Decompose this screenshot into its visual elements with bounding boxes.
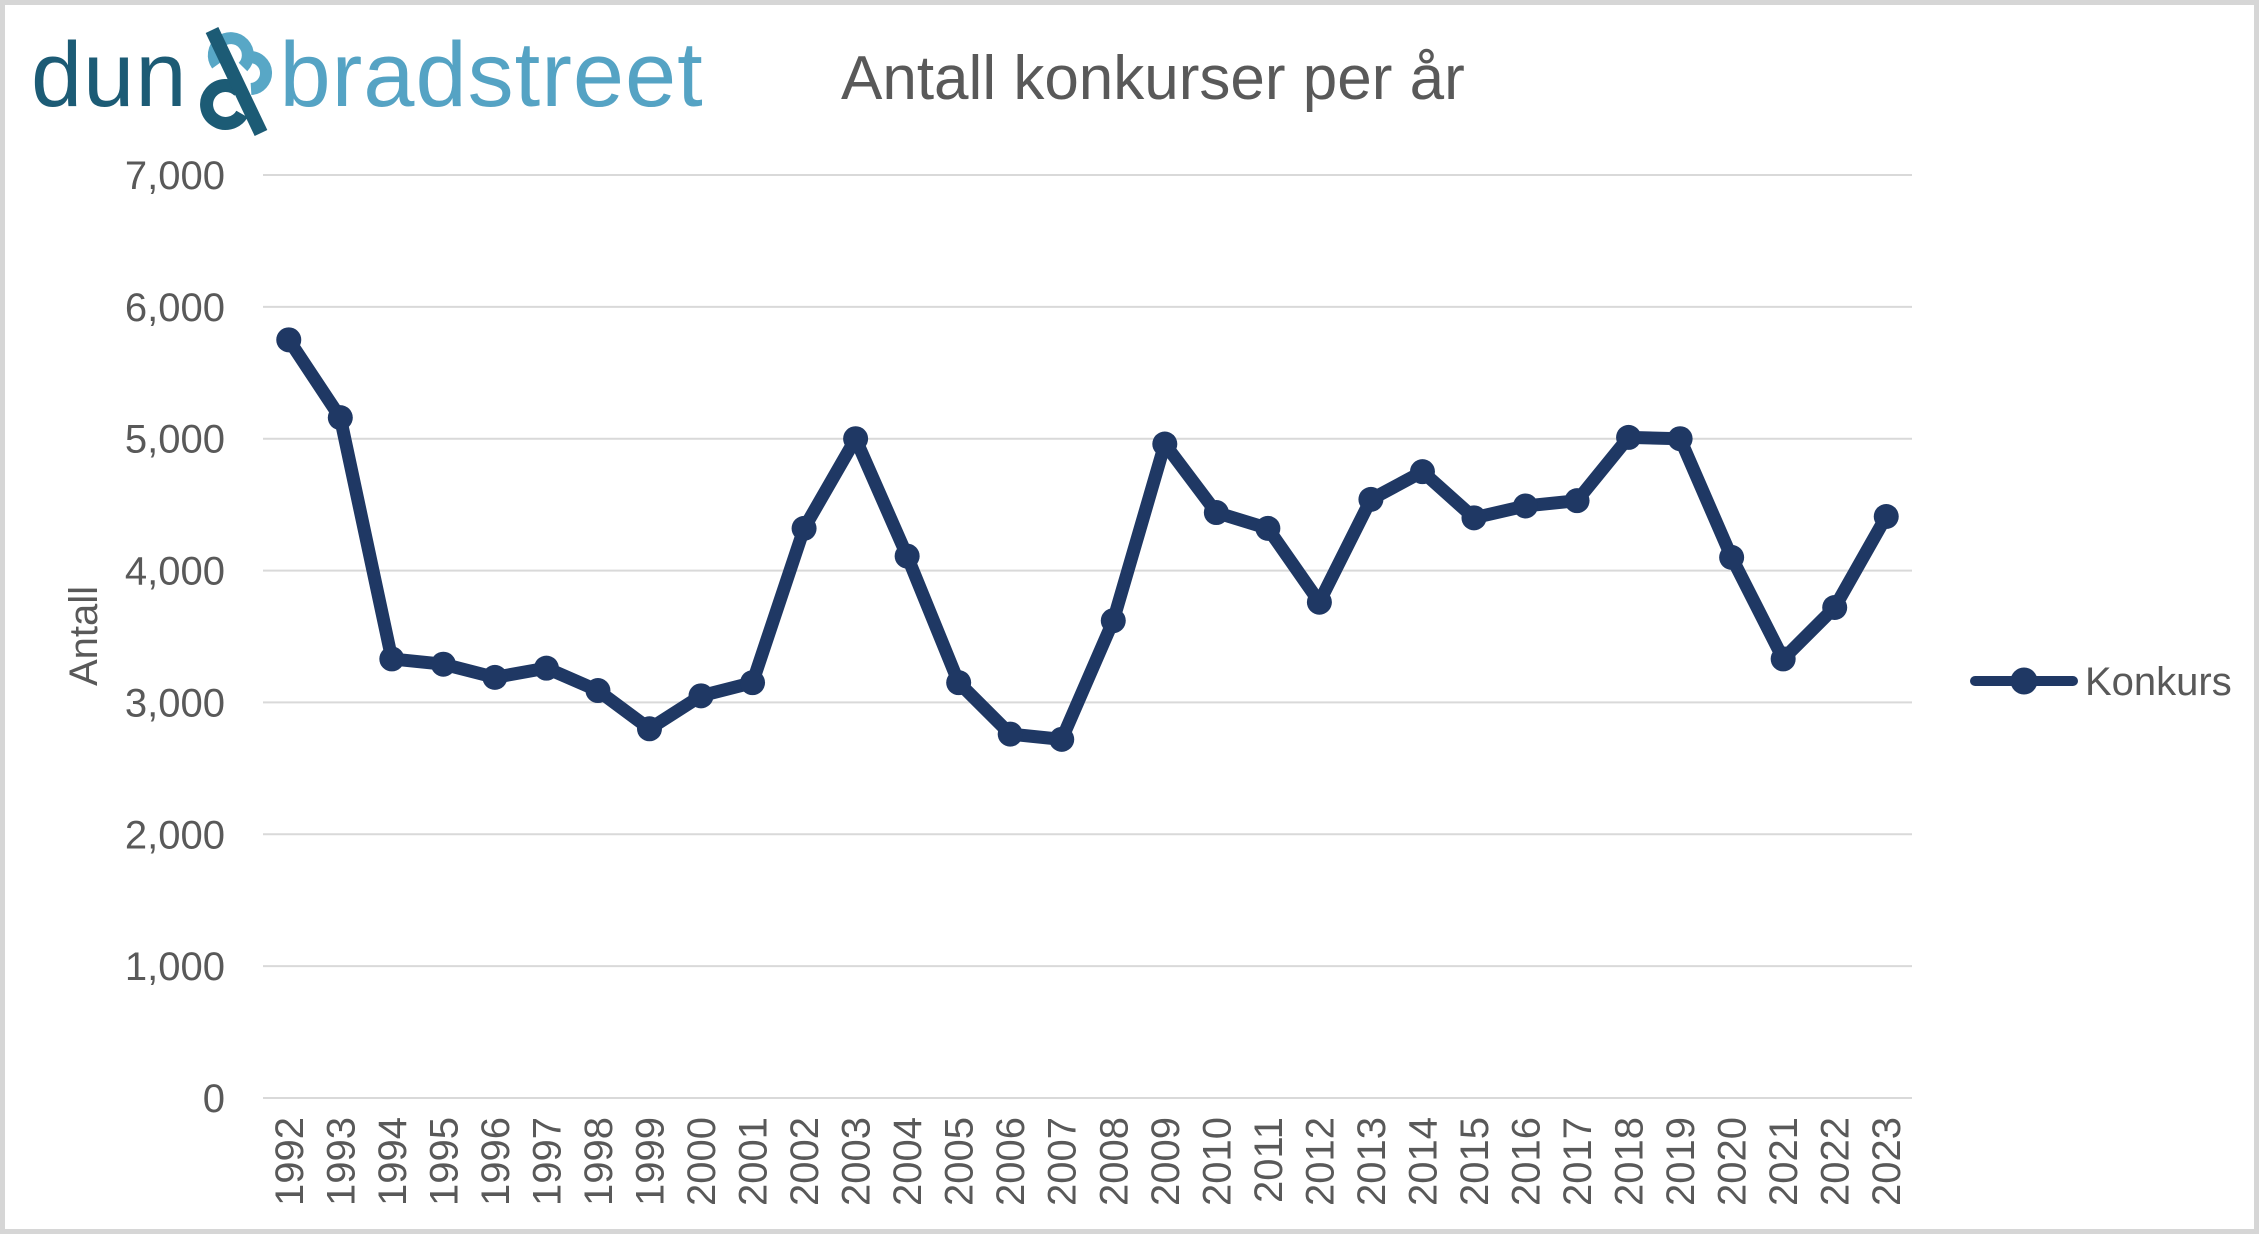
- x-tick-label: 2018: [1608, 1117, 1652, 1206]
- legend-label: Konkurs: [2085, 660, 2232, 704]
- x-tick-label: 2012: [1298, 1117, 1342, 1206]
- x-tick-label: 2002: [783, 1117, 827, 1206]
- y-tick-label: 5,000: [125, 418, 225, 462]
- data-point-1994: [379, 646, 405, 672]
- x-tick-label: 2017: [1556, 1117, 1600, 1206]
- chart-title: Antall konkurser per år: [841, 44, 1465, 113]
- data-point-2008: [1100, 608, 1126, 634]
- x-tick-label: 2006: [989, 1117, 1033, 1206]
- logo-word-bradstreet: bradstreet: [279, 24, 704, 126]
- y-axis-title: Antall: [62, 586, 106, 686]
- ampersand-icon: [199, 26, 272, 136]
- data-point-1997: [533, 655, 559, 681]
- data-point-2012: [1306, 589, 1332, 615]
- y-tick-label: 6,000: [125, 286, 225, 330]
- data-point-2017: [1564, 488, 1590, 514]
- data-point-2013: [1358, 486, 1384, 512]
- x-tick-label: 1993: [319, 1117, 363, 1206]
- x-tick-label: 2009: [1144, 1117, 1188, 1206]
- data-point-1998: [585, 678, 611, 704]
- x-tick-label: 2016: [1505, 1117, 1549, 1206]
- dun-and-bradstreet-logo: dun bradstreet: [31, 23, 704, 136]
- data-point-1993: [327, 405, 353, 431]
- data-point-2020: [1719, 544, 1745, 570]
- data-point-2002: [791, 515, 817, 541]
- data-point-2000: [688, 683, 714, 709]
- bankruptcies-line-chart: 0 1,000 2,000 3,000 4,000 5,000 6,000 7,000 1992…: [62, 154, 2232, 1206]
- x-tick-label: 2015: [1453, 1117, 1497, 1206]
- data-point-2006: [997, 721, 1023, 747]
- data-point-2001: [740, 670, 766, 696]
- x-tick-label: 2023: [1865, 1117, 1909, 1206]
- data-point-2009: [1152, 431, 1178, 457]
- x-tick-label: 1994: [371, 1117, 415, 1206]
- data-point-2010: [1203, 500, 1229, 526]
- data-point-2019: [1667, 426, 1693, 452]
- data-point-1999: [636, 716, 662, 742]
- x-tick-label: 2001: [732, 1117, 776, 1206]
- x-tick-label: 2022: [1814, 1117, 1858, 1206]
- legend: Konkurs: [1970, 660, 2232, 704]
- data-point-2018: [1616, 424, 1642, 450]
- x-tick-label: 1995: [422, 1117, 466, 1206]
- data-point-1992: [276, 327, 302, 353]
- x-tick-label: 1998: [577, 1117, 621, 1206]
- konkurs-series-line: [282, 333, 1893, 746]
- y-tick-label: 0: [203, 1077, 225, 1121]
- x-tick-label: 2007: [1041, 1117, 1085, 1206]
- x-tick-label: 1992: [268, 1117, 312, 1206]
- y-tick-label: 2,000: [125, 813, 225, 857]
- y-tick-label: 4,000: [125, 550, 225, 594]
- x-tick-label: 2008: [1092, 1117, 1136, 1206]
- data-point-2021: [1770, 646, 1796, 672]
- data-point-2016: [1513, 493, 1539, 519]
- data-point-2007: [1049, 726, 1075, 752]
- x-tick-label: 2020: [1711, 1117, 1755, 1206]
- x-tick-label: 2003: [835, 1117, 879, 1206]
- x-tick-label: 1997: [525, 1117, 569, 1206]
- data-point-2014: [1409, 459, 1435, 485]
- data-point-1995: [430, 651, 456, 677]
- data-point-2003: [843, 426, 869, 452]
- x-tick-label: 2005: [938, 1117, 982, 1206]
- data-point-1996: [482, 664, 508, 690]
- x-tick-label: 2013: [1350, 1117, 1394, 1206]
- x-tick-label: 2021: [1762, 1117, 1806, 1206]
- data-point-2022: [1822, 594, 1848, 620]
- logo-word-dun: dun: [31, 24, 188, 126]
- data-point-2015: [1461, 505, 1487, 531]
- data-point-2004: [894, 543, 920, 569]
- x-tick-label: 2004: [886, 1117, 930, 1206]
- data-point-2023: [1873, 504, 1899, 530]
- x-tick-label: 2014: [1401, 1117, 1445, 1206]
- data-point-2005: [946, 670, 972, 696]
- x-tick-label: 2000: [680, 1117, 724, 1206]
- x-tick-label: 1999: [628, 1117, 672, 1206]
- x-tick-label: 1996: [474, 1117, 518, 1206]
- x-tick-label: 2011: [1247, 1117, 1291, 1203]
- x-tick-label: 2010: [1195, 1117, 1239, 1206]
- data-point-2011: [1255, 515, 1281, 541]
- legend-marker-sample: [2010, 667, 2038, 695]
- y-tick-label: 3,000: [125, 681, 225, 725]
- y-tick-label: 1,000: [125, 945, 225, 989]
- y-tick-label: 7,000: [125, 154, 225, 198]
- x-tick-label: 2019: [1659, 1117, 1703, 1206]
